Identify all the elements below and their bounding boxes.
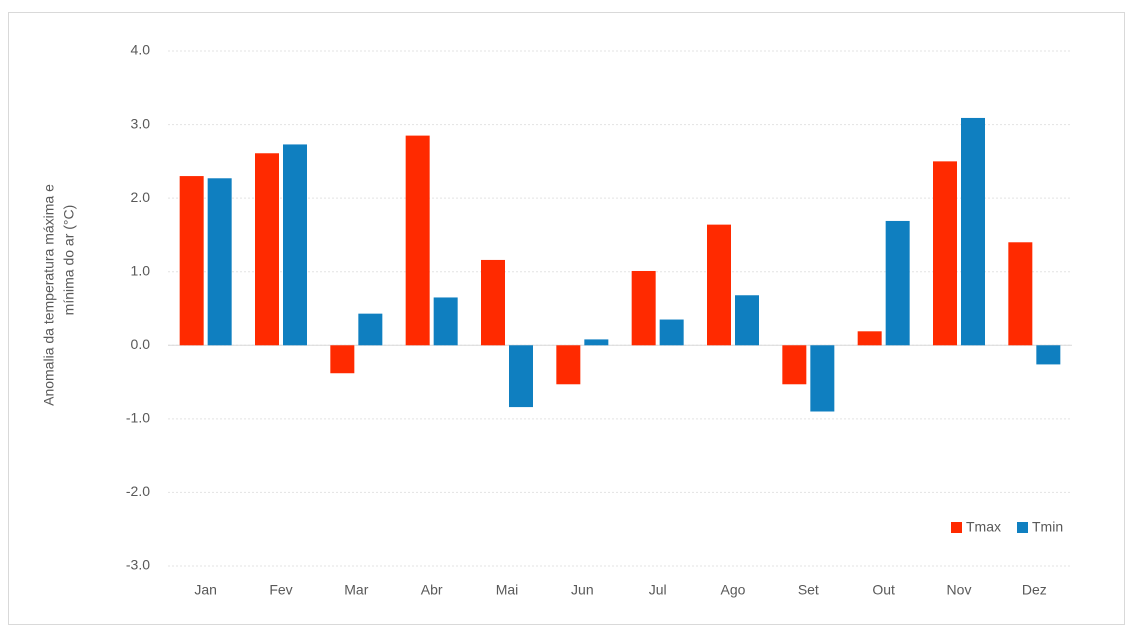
y-tick-label: -3.0 bbox=[126, 557, 150, 573]
bar bbox=[735, 295, 759, 346]
bar bbox=[556, 345, 581, 385]
bar bbox=[1008, 242, 1033, 346]
bar bbox=[810, 345, 835, 412]
bar bbox=[933, 161, 957, 346]
bar bbox=[885, 220, 910, 346]
x-tick-label: Set bbox=[798, 582, 819, 598]
bar bbox=[255, 153, 279, 346]
bar bbox=[707, 224, 731, 346]
bar bbox=[659, 319, 684, 346]
x-tick-label: Nov bbox=[947, 582, 972, 598]
y-tick-label: 4.0 bbox=[131, 42, 151, 58]
x-tick-label: Fev bbox=[269, 582, 292, 598]
x-tick-label: Jun bbox=[571, 582, 594, 598]
y-axis-label: Anomalia da temperatura máxima e bbox=[41, 184, 57, 406]
bar bbox=[1036, 345, 1061, 365]
bar bbox=[857, 331, 882, 346]
bar bbox=[330, 345, 355, 374]
x-tick-label: Mar bbox=[344, 582, 368, 598]
x-tick-label: Out bbox=[872, 582, 895, 598]
x-tick-label: Jan bbox=[194, 582, 217, 598]
bar bbox=[405, 135, 430, 346]
y-axis-label: mínima do ar (°C) bbox=[61, 205, 77, 316]
bar bbox=[358, 313, 383, 346]
y-tick-label: 0.0 bbox=[131, 336, 151, 352]
x-tick-label: Dez bbox=[1022, 582, 1047, 598]
legend-swatch bbox=[951, 522, 962, 533]
legend-label: Tmin bbox=[1032, 519, 1063, 535]
bar bbox=[207, 178, 232, 346]
y-tick-label: -2.0 bbox=[126, 483, 150, 499]
x-tick-label: Mai bbox=[496, 582, 519, 598]
x-tick-label: Abr bbox=[421, 582, 443, 598]
y-tick-label: 1.0 bbox=[131, 262, 151, 278]
bar bbox=[283, 144, 307, 346]
bar bbox=[481, 259, 505, 346]
bar bbox=[433, 297, 458, 346]
bar bbox=[961, 117, 985, 346]
chart-frame bbox=[8, 12, 1125, 625]
legend-label: Tmax bbox=[966, 519, 1001, 535]
x-tick-label: Ago bbox=[721, 582, 746, 598]
bar bbox=[509, 345, 533, 408]
bar bbox=[179, 176, 204, 346]
legend-swatch bbox=[1017, 522, 1028, 533]
bar bbox=[584, 339, 609, 346]
bar bbox=[631, 270, 656, 346]
bar bbox=[782, 345, 807, 385]
y-tick-label: -1.0 bbox=[126, 410, 150, 426]
x-tick-label: Jul bbox=[649, 582, 667, 598]
y-tick-label: 2.0 bbox=[131, 189, 151, 205]
y-tick-label: 3.0 bbox=[131, 115, 151, 131]
